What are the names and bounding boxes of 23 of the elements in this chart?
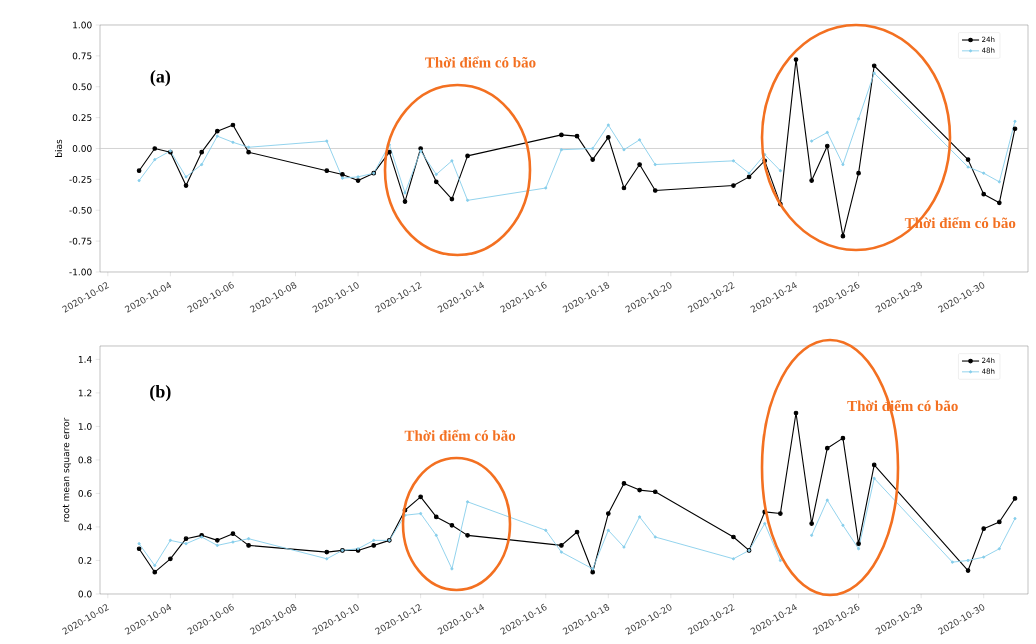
annotation: Thời điểm có bão: [404, 429, 516, 441]
y-axis-title: root mean square error: [62, 417, 72, 522]
y-tick-label: 0.8: [78, 456, 92, 464]
y-axis-title: bias: [55, 139, 63, 157]
y-tick-label: 0.00: [72, 145, 92, 152]
y-tick-label: 0.75: [72, 52, 92, 60]
y-tick-label: 1.0: [78, 423, 92, 430]
annotation: (a): [150, 69, 171, 87]
y-tick-label: 0.0: [78, 590, 92, 598]
annotation: Thời điểm có bão: [425, 56, 536, 68]
y-tick-label: 0.2: [78, 557, 92, 564]
y-tick-label: -1.00: [69, 268, 92, 276]
y-tick-label: 0.6: [78, 490, 92, 497]
y-tick-label: 1.2: [78, 389, 92, 397]
y-tick-label: 0.50: [72, 83, 92, 91]
y-tick-label: -0.50: [69, 206, 92, 214]
y-tick-label: 1.00: [73, 21, 92, 29]
y-tick-label: -0.25: [69, 175, 92, 183]
annotation: (b): [150, 384, 171, 402]
y-tick-label: 0.25: [72, 114, 92, 122]
y-tick-label: -0.75: [69, 237, 92, 245]
y-tick-label: 1.4: [78, 356, 92, 363]
y-tick-label: 0.4: [78, 523, 92, 531]
